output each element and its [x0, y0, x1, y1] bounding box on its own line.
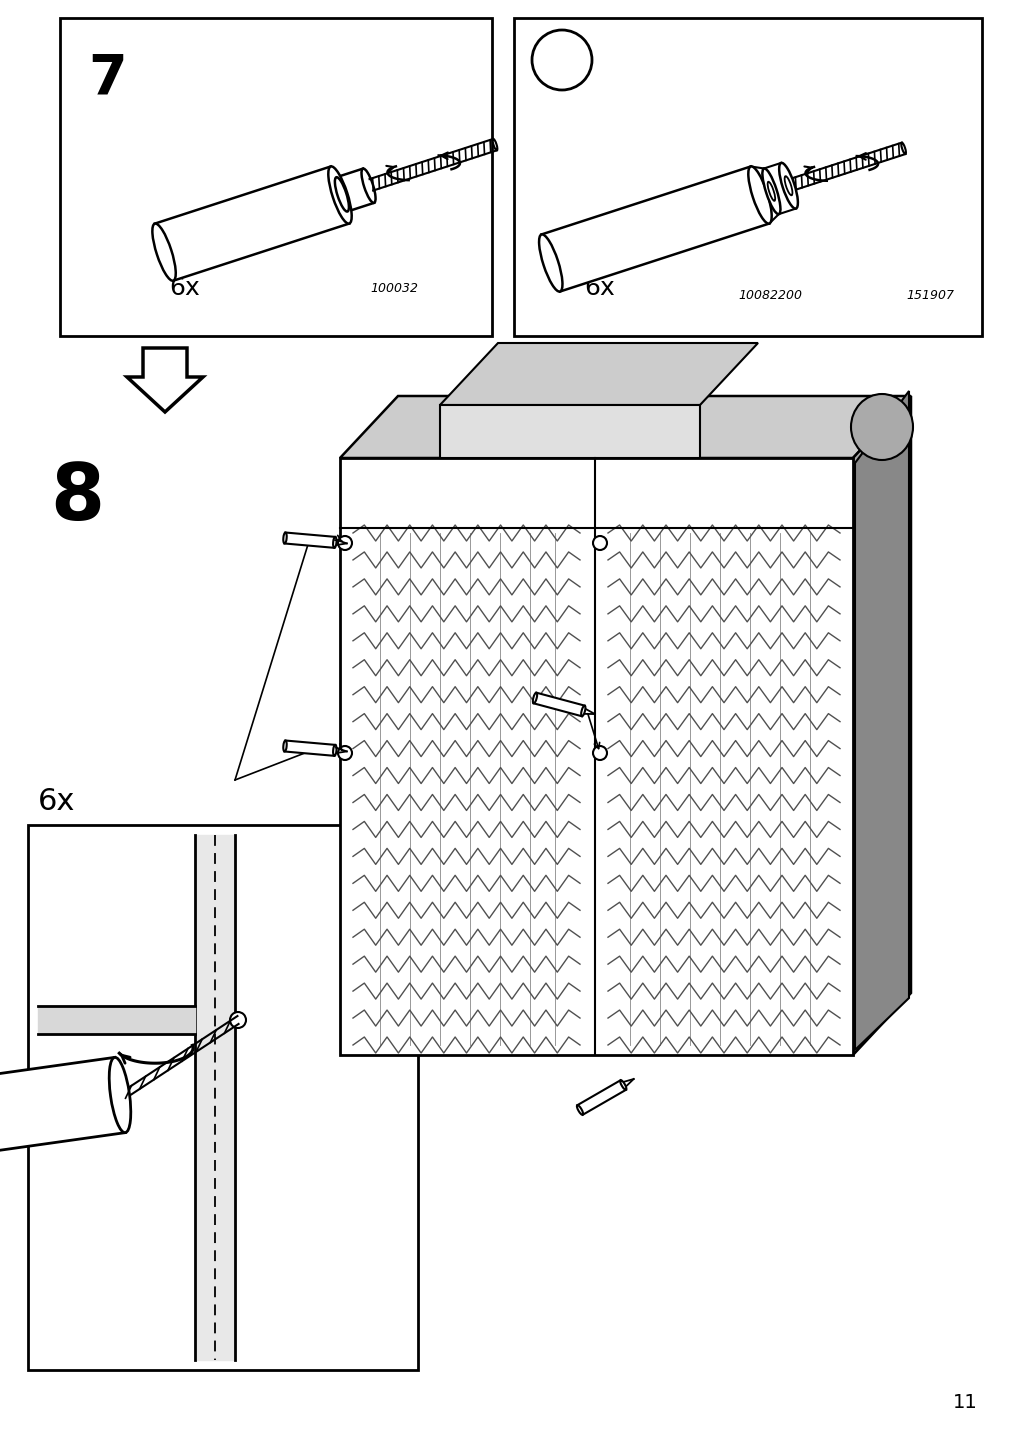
- Polygon shape: [541, 166, 768, 292]
- Polygon shape: [284, 533, 335, 548]
- Circle shape: [532, 30, 591, 90]
- Ellipse shape: [328, 166, 352, 223]
- Polygon shape: [155, 166, 349, 281]
- Ellipse shape: [850, 394, 912, 460]
- Text: i: i: [557, 46, 566, 73]
- Ellipse shape: [576, 1106, 582, 1116]
- Bar: [28, 825, 418, 1370]
- Text: 151907: 151907: [905, 289, 953, 302]
- Ellipse shape: [333, 745, 337, 756]
- Ellipse shape: [778, 163, 797, 209]
- Ellipse shape: [533, 693, 537, 703]
- Polygon shape: [440, 344, 757, 405]
- Text: 6x: 6x: [170, 276, 200, 299]
- Ellipse shape: [283, 740, 286, 752]
- Polygon shape: [340, 458, 852, 1055]
- Ellipse shape: [761, 169, 779, 215]
- Polygon shape: [533, 693, 584, 716]
- Text: 100032: 100032: [370, 282, 418, 295]
- Circle shape: [338, 536, 352, 550]
- Ellipse shape: [580, 706, 584, 716]
- Ellipse shape: [109, 1057, 130, 1133]
- Polygon shape: [854, 391, 908, 1050]
- Ellipse shape: [901, 143, 905, 155]
- Polygon shape: [576, 1080, 626, 1114]
- Text: 6x: 6x: [584, 276, 615, 299]
- Polygon shape: [440, 405, 700, 458]
- Polygon shape: [340, 397, 910, 458]
- Polygon shape: [852, 397, 910, 1055]
- Ellipse shape: [620, 1080, 626, 1090]
- Text: 11: 11: [952, 1393, 977, 1412]
- Bar: [60, 19, 491, 337]
- Circle shape: [592, 536, 607, 550]
- Ellipse shape: [283, 533, 286, 544]
- Ellipse shape: [153, 223, 176, 281]
- Ellipse shape: [539, 235, 562, 292]
- Polygon shape: [284, 740, 335, 756]
- Text: 8: 8: [50, 460, 104, 536]
- Ellipse shape: [333, 537, 337, 548]
- Polygon shape: [126, 348, 203, 412]
- Bar: [514, 19, 981, 337]
- Ellipse shape: [361, 169, 375, 203]
- Ellipse shape: [335, 178, 349, 212]
- Circle shape: [338, 746, 352, 760]
- Text: 10082200: 10082200: [737, 289, 801, 302]
- Circle shape: [592, 746, 607, 760]
- Ellipse shape: [767, 182, 774, 200]
- Polygon shape: [0, 1057, 125, 1154]
- Ellipse shape: [492, 139, 496, 150]
- Ellipse shape: [747, 166, 771, 223]
- Text: 7: 7: [88, 52, 126, 106]
- Ellipse shape: [784, 176, 792, 195]
- Polygon shape: [336, 169, 374, 212]
- Circle shape: [229, 1012, 246, 1028]
- Text: 6x: 6x: [38, 788, 75, 816]
